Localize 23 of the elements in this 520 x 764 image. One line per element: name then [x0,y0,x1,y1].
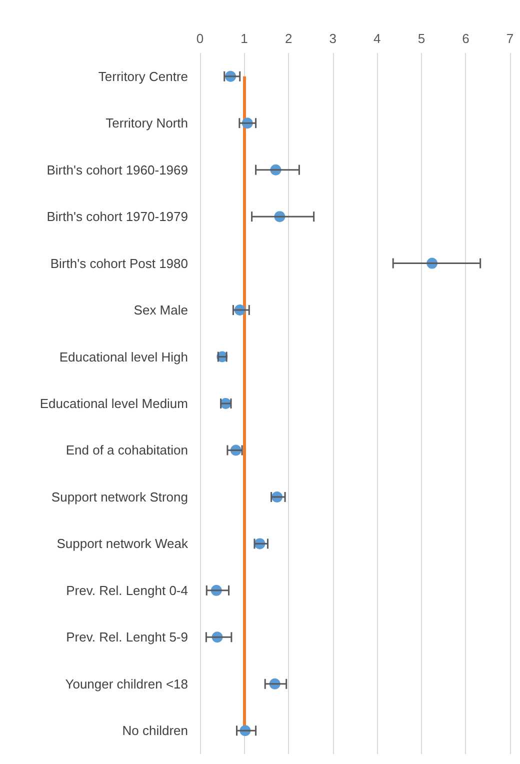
x-tick-label: 5 [418,31,426,46]
y-tick-label: Birth's cohort 1970-1979 [46,209,188,224]
y-tick-label: Territory Centre [98,68,188,84]
x-tick-label: 7 [506,31,514,46]
y-tick-label: Territory North [106,116,188,131]
y-tick-label: Birth's cohort Post 1980 [50,256,188,271]
y-tick-label: Educational level Medium [40,396,188,411]
y-tick-label: Prev. Rel. Lenght 5-9 [66,630,188,645]
y-tick-label: No children [122,723,188,738]
y-tick-label: Sex Male [134,302,188,318]
y-tick-label: Support network Weak [56,536,188,552]
y-tick-label: End of a cohabitation [66,442,188,458]
x-tick-label: 0 [196,31,204,46]
y-tick-label: Birth's cohort 1960-1969 [46,162,188,178]
x-tick-label: 1 [240,31,248,46]
x-tick-label: 4 [374,31,381,46]
x-tick-label: 6 [462,31,470,46]
x-tick-label: 3 [329,31,336,46]
y-tick-label: Educational level High [59,349,188,364]
y-tick-label: Prev. Rel. Lenght 0-4 [66,582,188,598]
x-tick-label: 2 [284,31,292,46]
y-tick-label: Support network Strong [51,489,188,504]
y-tick-label: Younger children <18 [65,676,188,692]
